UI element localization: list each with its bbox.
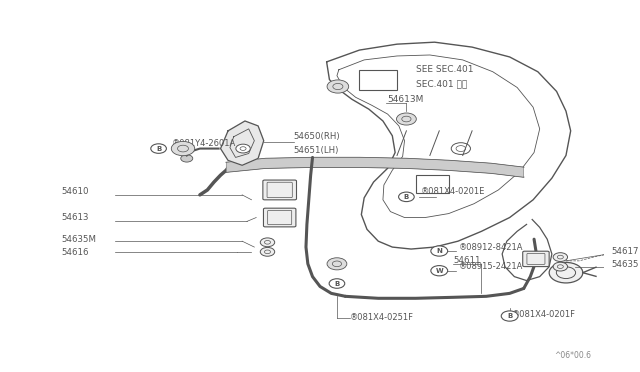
Circle shape [327,80,349,93]
Circle shape [431,246,447,256]
Text: ®08912-8421A: ®08912-8421A [459,243,524,251]
Text: B: B [156,145,161,151]
Circle shape [329,279,345,288]
Text: W: W [435,268,443,274]
Text: 54650(RH): 54650(RH) [294,132,340,141]
Text: ®081X4-0201F: ®081X4-0201F [511,310,575,318]
Circle shape [553,253,568,262]
Circle shape [501,311,518,321]
Text: 54613: 54613 [61,213,88,222]
FancyBboxPatch shape [523,251,549,267]
Text: 54635: 54635 [611,260,639,269]
Circle shape [260,238,275,247]
Circle shape [180,155,193,162]
Text: ®081X4-0201E: ®081X4-0201E [420,187,485,196]
Text: 54611: 54611 [453,256,481,265]
Circle shape [549,262,583,283]
Circle shape [553,262,568,271]
Text: B: B [334,280,340,286]
Polygon shape [221,121,264,165]
Text: N: N [436,248,442,254]
Circle shape [236,144,250,153]
Text: B: B [507,313,512,319]
Polygon shape [226,157,524,177]
FancyBboxPatch shape [264,208,296,227]
Text: ®081X4-0251F: ®081X4-0251F [350,314,414,323]
Circle shape [151,144,166,153]
Circle shape [397,113,416,125]
Text: ®08915-2421A: ®08915-2421A [459,262,524,271]
Text: 54613M: 54613M [388,95,424,104]
FancyBboxPatch shape [263,180,296,200]
Text: B: B [404,194,409,200]
Text: ®081Y4-2601A: ®081Y4-2601A [172,139,236,148]
Circle shape [431,266,447,276]
Text: 54616: 54616 [61,248,88,257]
Circle shape [327,258,347,270]
Text: 54651(LH): 54651(LH) [294,146,339,155]
Text: 54617: 54617 [611,247,639,256]
Text: 54610: 54610 [61,187,88,196]
Circle shape [399,192,414,202]
Circle shape [260,247,275,256]
Circle shape [172,141,195,156]
Text: SEE SEC.401: SEE SEC.401 [416,65,474,74]
Text: SEC.401 参照: SEC.401 参照 [416,79,467,88]
Text: ^06*00.6: ^06*00.6 [554,351,591,360]
Text: 54635M: 54635M [61,235,96,244]
